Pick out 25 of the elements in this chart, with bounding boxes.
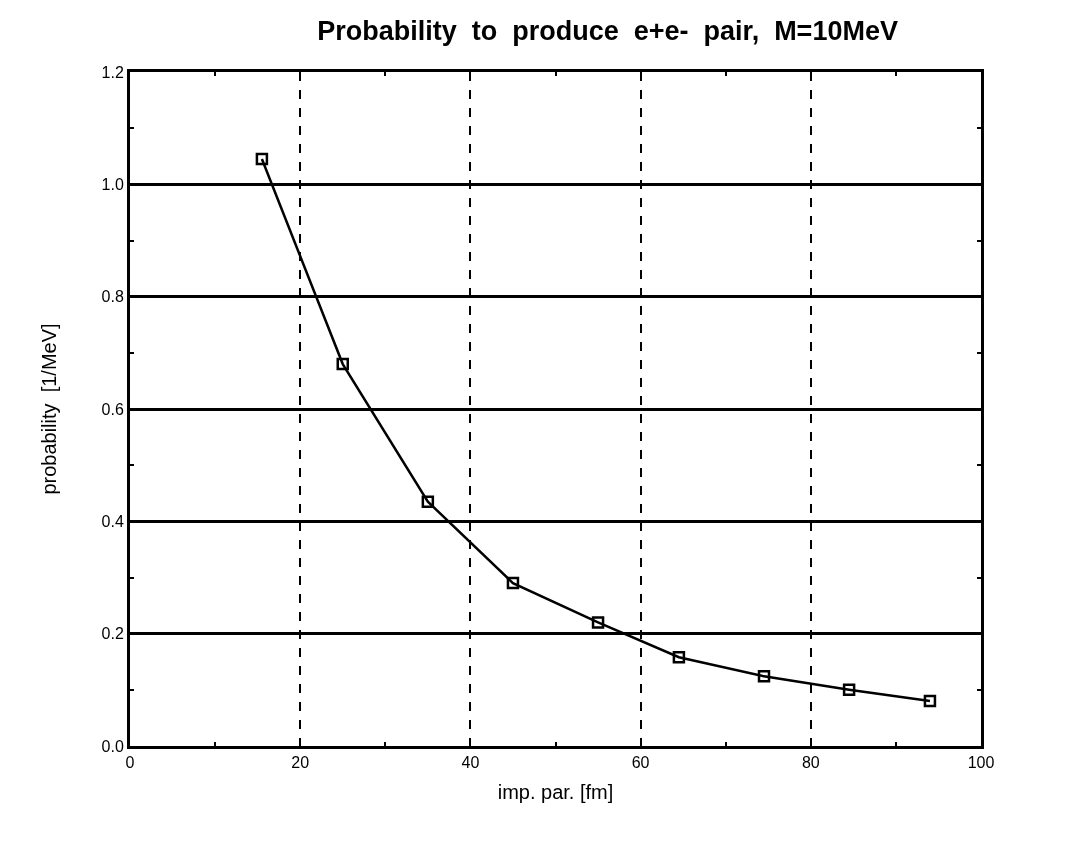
x-axis-title: imp. par. [fm] (497, 780, 614, 803)
x-tick-label: 0 (125, 754, 135, 772)
point (506, 576, 520, 590)
point (757, 670, 771, 683)
point (672, 651, 686, 664)
y-tick-label: 1.2 (101, 63, 124, 81)
y-tick-label: 1.0 (101, 175, 124, 193)
y-axis-title: probability [1/MeV] (38, 323, 61, 495)
chart-title: Probability to produce e+e- pair, M=10MeV (317, 16, 898, 47)
x-tick-label: 100 (967, 754, 995, 772)
y-tick-label: 0.8 (101, 288, 124, 306)
y-tick-label: 0.4 (101, 512, 124, 530)
point (421, 495, 435, 508)
y-tick-label: 0.2 (101, 625, 124, 643)
point (591, 616, 605, 629)
x-tick-label: 20 (291, 754, 310, 772)
y-tick-label: 0.0 (101, 737, 124, 755)
point (255, 152, 269, 166)
y-tick-label: 0.6 (101, 400, 124, 418)
point (842, 683, 856, 697)
x-tick-label: 80 (801, 754, 820, 772)
x-tick-label: 40 (461, 754, 480, 772)
point (336, 357, 349, 371)
x-tick-label: 60 (631, 754, 650, 772)
point (923, 694, 937, 708)
